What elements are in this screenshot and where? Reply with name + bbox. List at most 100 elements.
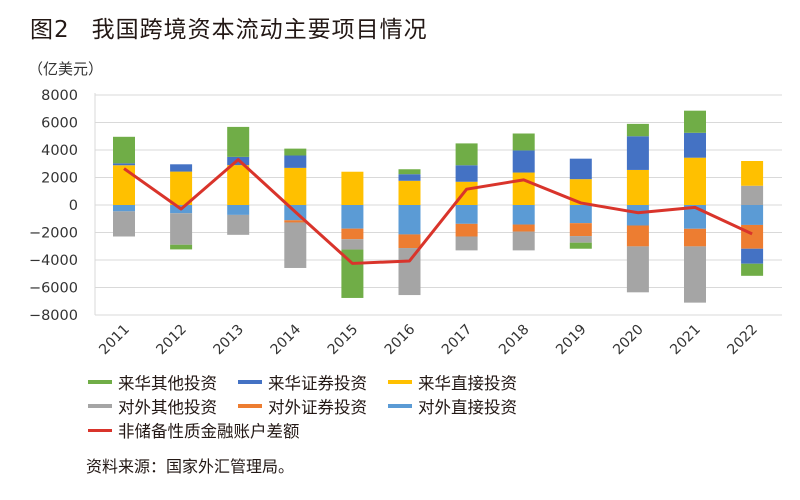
y-tick-label: 0 [69, 198, 78, 214]
y-axis-unit-label: （亿美元） [28, 60, 104, 78]
bar-segment-inflow_direct [284, 167, 307, 205]
x-tick-label: 2015 [325, 322, 362, 359]
bar-segment-inflow_portfolio [569, 158, 592, 180]
bar-segment-outflow_other [113, 211, 135, 237]
bar-segment-outflow_other [284, 222, 307, 268]
bar-segment-outflow_portfolio [341, 228, 364, 240]
legend-row: 来华其他投资 来华证券投资 来华直接投资 [88, 370, 538, 394]
bar-segment-outflow_other [569, 236, 592, 243]
bar-segment-outflow_other [626, 246, 649, 293]
bar-segment-outflow_direct [626, 205, 649, 226]
y-tick-label: 2000 [41, 171, 78, 187]
legend-item: 来华其他投资 [88, 370, 238, 394]
bar-segment-outflow_other [741, 185, 764, 205]
bar-segment-inflow_other [170, 244, 193, 250]
source-note: 资料来源：国家外汇管理局。 [86, 457, 295, 476]
x-tick-label: 2014 [268, 321, 305, 358]
bar-segment-outflow_direct [227, 205, 250, 215]
bar-segment-inflow_direct [512, 172, 535, 205]
y-tick-label: −8000 [29, 308, 78, 324]
bar-segment-outflow_other [512, 231, 535, 251]
bar-segment-outflow_direct [455, 205, 478, 224]
bar-segment-outflow_portfolio [569, 223, 592, 237]
bar-segment-outflow_direct [569, 205, 592, 224]
bar-segment-outflow_portfolio [512, 224, 535, 232]
balance-line [123, 158, 753, 265]
figure-title: 我国跨境资本流动主要项目情况 [91, 17, 428, 43]
bar-segment-outflow_portfolio [398, 234, 421, 249]
bar-segment-inflow_other [455, 143, 478, 166]
y-tick-label: 6000 [41, 116, 78, 132]
x-tick-label: 2020 [610, 322, 647, 359]
legend-label: 对外直接投资 [418, 398, 517, 417]
legend-label: 来华直接投资 [418, 374, 517, 393]
bar-segment-inflow_other [741, 263, 764, 276]
legend-swatch [388, 380, 412, 384]
bar-segment-outflow_other [341, 239, 364, 250]
legend-row: 非储备性质金融账户差额 [88, 418, 538, 442]
bar-segment-inflow_portfolio [113, 163, 135, 166]
x-tick-label: 2012 [153, 322, 190, 359]
x-tick-label: 2018 [496, 322, 533, 359]
bar-segment-outflow_direct [741, 205, 764, 225]
bar-segment-outflow_portfolio [741, 224, 764, 249]
bars [113, 110, 764, 303]
bar-segment-inflow_portfolio [684, 132, 706, 158]
x-axis-tick-labels: 2011 2012 2013 2014 2015 2016 2017 2018 2019 2020… [96, 321, 761, 358]
bar-segment-outflow_other [398, 248, 421, 296]
bar-segment-outflow_other [684, 246, 706, 303]
x-tick-label: 2016 [382, 321, 419, 358]
bar-segment-outflow_other [227, 214, 250, 235]
legend-label: 对外证券投资 [268, 398, 367, 417]
bar-segment-inflow_portfolio [170, 164, 193, 172]
bar-segment-inflow_portfolio [626, 136, 649, 170]
x-tick-label: 2022 [724, 322, 761, 359]
x-tick-label: 2011 [96, 322, 133, 359]
bar-segment-outflow_portfolio [455, 223, 478, 237]
y-tick-label: 4000 [41, 143, 78, 159]
bar-segment-inflow_direct [741, 161, 764, 186]
legend-swatch [88, 380, 112, 384]
legend-item: 对外证券投资 [238, 394, 388, 418]
bar-segment-outflow_portfolio [284, 220, 307, 223]
legend-label: 非储备性质金融账户差额 [118, 422, 300, 441]
bar-segment-inflow_portfolio [741, 248, 764, 264]
balance-line-path [123, 158, 753, 265]
bar-segment-inflow_portfolio [284, 155, 307, 168]
y-tick-label: 8000 [41, 88, 78, 104]
bar-segment-outflow_portfolio [684, 228, 706, 247]
legend-item: 来华证券投资 [238, 370, 388, 394]
legend-swatch [238, 380, 262, 384]
bar-segment-inflow_other [398, 169, 421, 175]
legend: 来华其他投资 来华证券投资 来华直接投资对外其他投资 对外证券投资 对外直接投资非储备性… [88, 370, 538, 442]
bar-segment-outflow_other [170, 213, 193, 245]
bar-segment-outflow_direct [398, 205, 421, 235]
bar-segment-inflow_direct [569, 179, 592, 205]
legend-item: 来华直接投资 [388, 370, 538, 394]
bar-segment-inflow_other [341, 249, 364, 298]
bar-segment-inflow_other [626, 123, 649, 137]
y-tick-label: −4000 [29, 253, 78, 269]
bar-segment-outflow_direct [512, 205, 535, 225]
bar-segment-inflow_direct [341, 171, 364, 205]
bar-segment-inflow_other [512, 133, 535, 151]
bar-segment-inflow_other [284, 148, 307, 156]
legend-swatch [88, 428, 112, 432]
x-tick-label: 2019 [553, 322, 590, 359]
bar-segment-outflow_portfolio [626, 225, 649, 247]
bar-segment-inflow_portfolio [398, 174, 421, 181]
x-tick-label: 2021 [667, 322, 704, 359]
bar-segment-inflow_portfolio [455, 165, 478, 182]
bar-segment-inflow_direct [170, 171, 193, 205]
legend-swatch [88, 404, 112, 408]
bar-segment-inflow_other [227, 126, 250, 157]
bar-segment-outflow_other [455, 236, 478, 251]
legend-label: 来华其他投资 [118, 374, 217, 393]
bar-segment-outflow_direct [341, 205, 364, 229]
y-tick-label: −2000 [29, 226, 78, 242]
bar-segment-inflow_direct [455, 181, 478, 205]
y-tick-label: −6000 [29, 281, 78, 297]
legend-item: 对外其他投资 [88, 394, 238, 418]
legend-row: 对外其他投资 对外证券投资 对外直接投资 [88, 394, 538, 418]
bar-segment-inflow_other [569, 242, 592, 249]
